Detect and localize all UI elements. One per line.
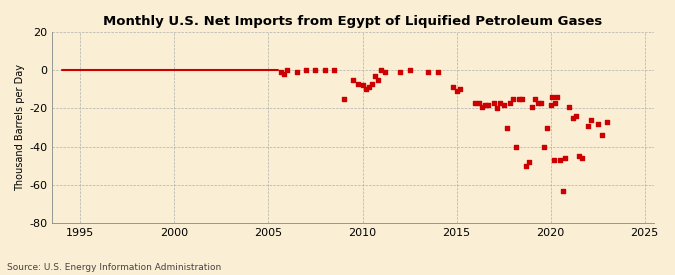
Point [576, 156, 587, 160]
Point [360, 87, 371, 92]
Point [379, 70, 390, 74]
Point [404, 68, 415, 72]
Point [370, 74, 381, 78]
Point [548, 158, 559, 162]
Point [550, 100, 561, 105]
Point [319, 68, 330, 72]
Point [454, 87, 465, 92]
Point [433, 70, 443, 74]
Point [423, 70, 434, 74]
Point [498, 102, 509, 107]
Point [373, 78, 383, 82]
Point [282, 68, 293, 72]
Point [504, 100, 515, 105]
Point [564, 104, 575, 109]
Point [517, 97, 528, 101]
Point [279, 72, 290, 76]
Point [523, 160, 534, 164]
Point [601, 120, 612, 124]
Point [363, 85, 374, 90]
Point [511, 144, 522, 149]
Point [492, 106, 503, 111]
Text: Source: U.S. Energy Information Administration: Source: U.S. Energy Information Administ… [7, 263, 221, 272]
Point [348, 78, 358, 82]
Point [376, 68, 387, 72]
Point [476, 104, 487, 109]
Point [526, 104, 537, 109]
Point [357, 83, 368, 88]
Point [539, 144, 550, 149]
Point [495, 100, 506, 105]
Point [533, 100, 543, 105]
Point [502, 125, 512, 130]
Point [489, 100, 500, 105]
Point [395, 70, 406, 74]
Point [352, 81, 363, 86]
Point [586, 118, 597, 122]
Point [555, 158, 566, 162]
Y-axis label: Thousand Barrels per Day: Thousand Barrels per Day [15, 64, 25, 191]
Point [514, 97, 524, 101]
Point [558, 188, 568, 193]
Point [448, 85, 459, 90]
Point [300, 68, 311, 72]
Point [483, 102, 493, 107]
Point [570, 114, 581, 118]
Point [583, 123, 593, 128]
Point [592, 122, 603, 126]
Point [451, 89, 462, 94]
Point [473, 100, 484, 105]
Point [367, 81, 377, 86]
Title: Monthly U.S. Net Imports from Egypt of Liquified Petroleum Gases: Monthly U.S. Net Imports from Egypt of L… [103, 15, 603, 28]
Point [560, 156, 570, 160]
Point [536, 100, 547, 105]
Point [338, 97, 349, 101]
Point [597, 133, 608, 138]
Point [275, 70, 286, 74]
Point [573, 154, 584, 158]
Point [545, 102, 556, 107]
Point [508, 97, 518, 101]
Point [470, 100, 481, 105]
Point [551, 95, 562, 99]
Point [292, 70, 302, 74]
Point [542, 125, 553, 130]
Point [530, 97, 541, 101]
Point [520, 164, 531, 168]
Point [329, 68, 340, 72]
Point [567, 116, 578, 120]
Point [310, 68, 321, 72]
Point [479, 102, 490, 107]
Point [547, 95, 558, 99]
